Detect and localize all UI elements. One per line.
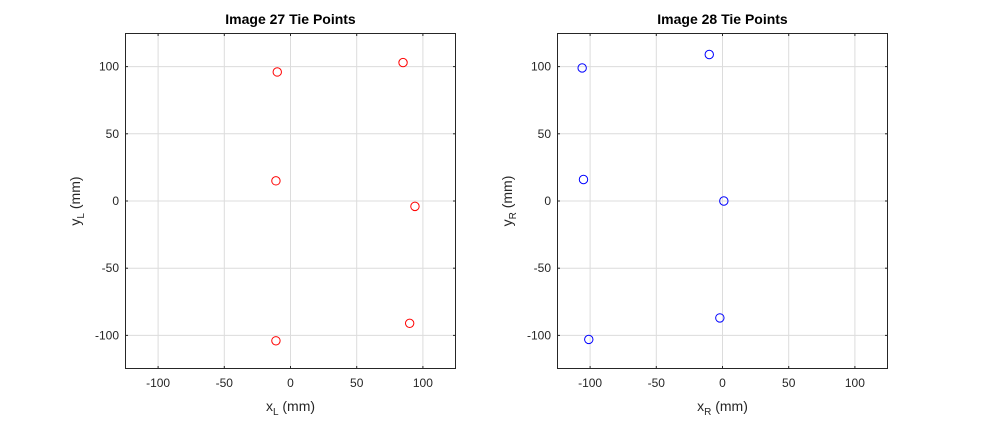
tie-point-marker (271, 336, 281, 346)
y-tick-label: 100 (99, 60, 119, 74)
tie-point-marker (272, 67, 282, 77)
tie-point-marker (715, 313, 725, 323)
x-tick-label: -100 (578, 376, 602, 390)
tie-point-marker (271, 176, 281, 186)
y-tick-label: 50 (538, 127, 552, 141)
y-tick-label: -100 (95, 328, 119, 342)
y-tick-label: -100 (527, 328, 551, 342)
x-tick-label: -50 (648, 376, 666, 390)
x-tick-label: -100 (146, 376, 170, 390)
y-tick-label: 0 (112, 194, 119, 208)
y-axis-label: yR (mm) (499, 176, 519, 227)
chart-title: Image 28 Tie Points (657, 11, 788, 27)
y-tick-label: -50 (102, 261, 120, 275)
y-tick-label: 0 (544, 194, 551, 208)
chart-panel-left: -100 -50 0 50 100 -100 -50 0 50 100 Image 27 Tie P… (67, 11, 456, 418)
y-axis-label: yL (mm) (67, 176, 87, 225)
tie-point-marker (410, 201, 420, 212)
x-tick-label: 100 (413, 376, 433, 390)
tie-point-marker (584, 334, 594, 345)
x-tick-label: 0 (719, 376, 726, 390)
y-tick-label: 100 (531, 60, 551, 74)
tie-point-marker (398, 57, 408, 68)
tie-point-marker (578, 174, 589, 185)
tie-point-marker (577, 63, 587, 73)
y-tick-label: 50 (106, 127, 120, 141)
x-axis-label: xL (mm) (266, 398, 315, 418)
chart-title: Image 27 Tie Points (225, 11, 356, 27)
tie-point-marker (404, 318, 415, 329)
tie-point-marker (704, 49, 714, 60)
x-tick-label: 50 (782, 376, 796, 390)
y-tick-label: -50 (534, 261, 552, 275)
x-tick-label: -50 (216, 376, 234, 390)
x-tick-label: 100 (845, 376, 865, 390)
chart-panel-right: -100 -50 0 50 100 -100 -50 0 50 100 Image 28 Tie P… (499, 11, 888, 418)
tie-point-marker (719, 196, 729, 206)
x-tick-label: 0 (287, 376, 294, 390)
x-tick-label: 50 (350, 376, 364, 390)
x-axis-label: xR (mm) (697, 398, 748, 418)
